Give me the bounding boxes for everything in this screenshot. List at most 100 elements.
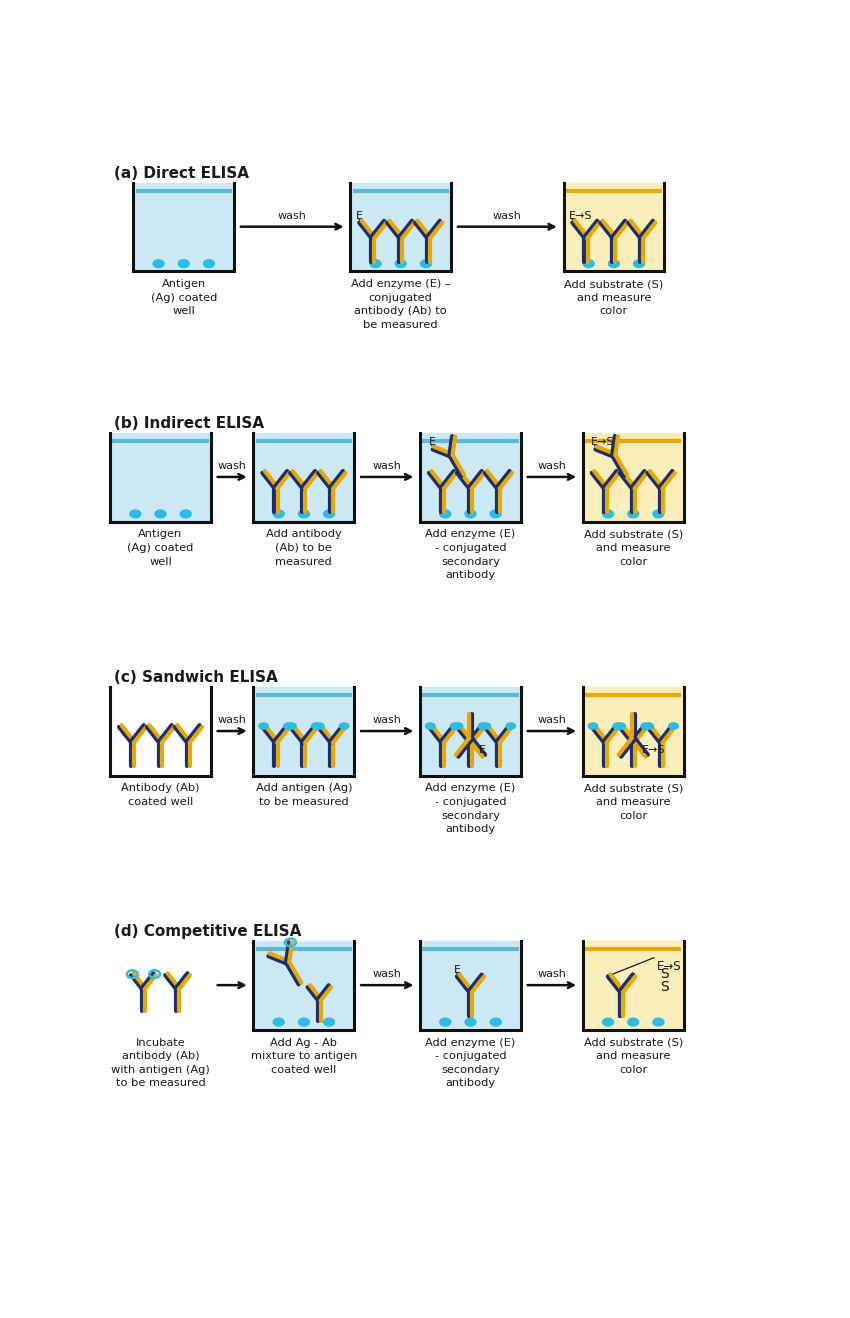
Ellipse shape: [152, 260, 165, 269]
Text: wash: wash: [537, 714, 566, 725]
Ellipse shape: [286, 722, 297, 730]
Ellipse shape: [314, 722, 325, 730]
Text: S: S: [660, 967, 669, 981]
Text: wash: wash: [373, 969, 401, 979]
Text: E: E: [479, 745, 486, 755]
Text: Antigen
(Ag) coated
well: Antigen (Ag) coated well: [128, 530, 194, 567]
Text: (b) Indirect ELISA: (b) Indirect ELISA: [114, 416, 264, 431]
Ellipse shape: [643, 722, 654, 730]
Ellipse shape: [311, 722, 321, 730]
Text: Add substrate (S)
and measure
color: Add substrate (S) and measure color: [584, 1037, 683, 1074]
Polygon shape: [564, 183, 664, 272]
Ellipse shape: [612, 722, 623, 730]
Ellipse shape: [633, 260, 645, 269]
Polygon shape: [350, 183, 451, 272]
Polygon shape: [253, 941, 354, 1029]
Ellipse shape: [480, 722, 491, 730]
Text: Add antibody
(Ab) to be
measured: Add antibody (Ab) to be measured: [266, 530, 342, 567]
Text: Add enzyme (E) –
conjugated
antibody (Ab) to
be measured: Add enzyme (E) – conjugated antibody (Ab…: [351, 279, 450, 330]
Text: Add enzyme (E)
- conjugated
secondary
antibody: Add enzyme (E) - conjugated secondary an…: [425, 783, 516, 834]
Ellipse shape: [323, 509, 335, 518]
Ellipse shape: [339, 722, 349, 730]
Ellipse shape: [273, 509, 285, 518]
Text: Add substrate (S)
and measure
color: Add substrate (S) and measure color: [584, 530, 683, 567]
Ellipse shape: [298, 1017, 310, 1027]
Ellipse shape: [615, 722, 626, 730]
Text: Add substrate (S)
and measure
color: Add substrate (S) and measure color: [584, 783, 683, 821]
Ellipse shape: [464, 509, 477, 518]
Ellipse shape: [370, 260, 382, 269]
Text: wash: wash: [218, 461, 246, 471]
Ellipse shape: [652, 1017, 665, 1027]
Text: (c) Sandwich ELISA: (c) Sandwich ELISA: [114, 671, 278, 685]
Ellipse shape: [464, 1017, 477, 1027]
Text: wash: wash: [373, 714, 401, 725]
Ellipse shape: [627, 1017, 639, 1027]
Ellipse shape: [490, 1017, 502, 1027]
Ellipse shape: [478, 722, 489, 730]
Ellipse shape: [298, 509, 310, 518]
Text: E→S: E→S: [592, 438, 615, 447]
Ellipse shape: [587, 722, 598, 730]
Ellipse shape: [425, 722, 435, 730]
Text: S: S: [660, 981, 669, 994]
Ellipse shape: [178, 260, 190, 269]
Text: wash: wash: [218, 714, 246, 725]
Polygon shape: [583, 941, 683, 1029]
Text: wash: wash: [373, 461, 401, 471]
Text: wash: wash: [537, 461, 566, 471]
Polygon shape: [420, 687, 521, 776]
Text: Incubate
antibody (Ab)
with antigen (Ag)
to be measured: Incubate antibody (Ab) with antigen (Ag)…: [111, 1037, 210, 1089]
Ellipse shape: [273, 1017, 285, 1027]
Text: Add antigen (Ag)
to be measured: Add antigen (Ag) to be measured: [256, 783, 352, 807]
Ellipse shape: [608, 260, 620, 269]
Polygon shape: [133, 183, 234, 272]
Polygon shape: [253, 434, 354, 522]
Ellipse shape: [179, 509, 192, 518]
Ellipse shape: [490, 509, 502, 518]
Ellipse shape: [602, 1017, 615, 1027]
Ellipse shape: [258, 722, 269, 730]
Text: E: E: [453, 965, 461, 975]
Ellipse shape: [602, 509, 615, 518]
Text: E: E: [428, 438, 435, 447]
Ellipse shape: [323, 1017, 335, 1027]
Ellipse shape: [283, 722, 294, 730]
Text: Add substrate (S)
and measure
color: Add substrate (S) and measure color: [564, 279, 664, 316]
Polygon shape: [110, 434, 211, 522]
Ellipse shape: [203, 260, 215, 269]
Text: Add enzyme (E)
- conjugated
secondary
antibody: Add enzyme (E) - conjugated secondary an…: [425, 1037, 516, 1089]
Ellipse shape: [129, 509, 141, 518]
Ellipse shape: [668, 722, 679, 730]
Polygon shape: [420, 941, 521, 1029]
Ellipse shape: [420, 260, 432, 269]
Text: Antigen
(Ag) coated
well: Antigen (Ag) coated well: [150, 279, 217, 316]
Text: wash: wash: [537, 969, 566, 979]
Text: Add Ag - Ab
mixture to antigen
coated well: Add Ag - Ab mixture to antigen coated we…: [251, 1037, 357, 1074]
Ellipse shape: [582, 260, 595, 269]
Text: (d) Competitive ELISA: (d) Competitive ELISA: [114, 924, 302, 940]
Text: (a) Direct ELISA: (a) Direct ELISA: [114, 166, 249, 181]
Text: Add enzyme (E)
- conjugated
secondary
antibody: Add enzyme (E) - conjugated secondary an…: [425, 530, 516, 580]
Text: Antibody (Ab)
coated well: Antibody (Ab) coated well: [122, 783, 200, 807]
Ellipse shape: [652, 509, 665, 518]
Text: wash: wash: [493, 211, 522, 220]
Polygon shape: [583, 434, 683, 522]
Ellipse shape: [506, 722, 516, 730]
Ellipse shape: [439, 509, 451, 518]
Polygon shape: [583, 687, 683, 776]
Ellipse shape: [640, 722, 651, 730]
Text: E: E: [356, 211, 363, 221]
Ellipse shape: [450, 722, 461, 730]
Ellipse shape: [155, 509, 167, 518]
Text: E→S: E→S: [642, 745, 666, 755]
Polygon shape: [253, 687, 354, 776]
Ellipse shape: [627, 509, 639, 518]
Text: E→S: E→S: [656, 961, 681, 974]
Text: E→S: E→S: [569, 211, 592, 221]
Polygon shape: [420, 434, 521, 522]
Ellipse shape: [453, 722, 463, 730]
Ellipse shape: [394, 260, 407, 269]
Text: wash: wash: [278, 211, 307, 220]
Ellipse shape: [439, 1017, 451, 1027]
